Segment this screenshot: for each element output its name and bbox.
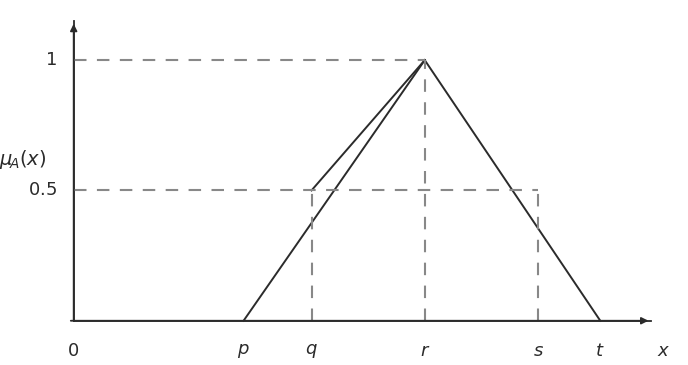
Text: $r$: $r$	[420, 342, 430, 360]
Text: $t$: $t$	[596, 342, 605, 360]
Text: $x$: $x$	[657, 342, 670, 360]
Text: $p$: $p$	[237, 342, 250, 360]
Text: $q$: $q$	[305, 342, 318, 360]
Text: 0: 0	[68, 342, 79, 360]
Text: $\mu_{\!A}(x)$: $\mu_{\!A}(x)$	[0, 148, 47, 171]
Text: $0.5$: $0.5$	[28, 181, 56, 199]
Text: $1$: $1$	[45, 51, 56, 69]
Text: $s$: $s$	[533, 342, 544, 360]
